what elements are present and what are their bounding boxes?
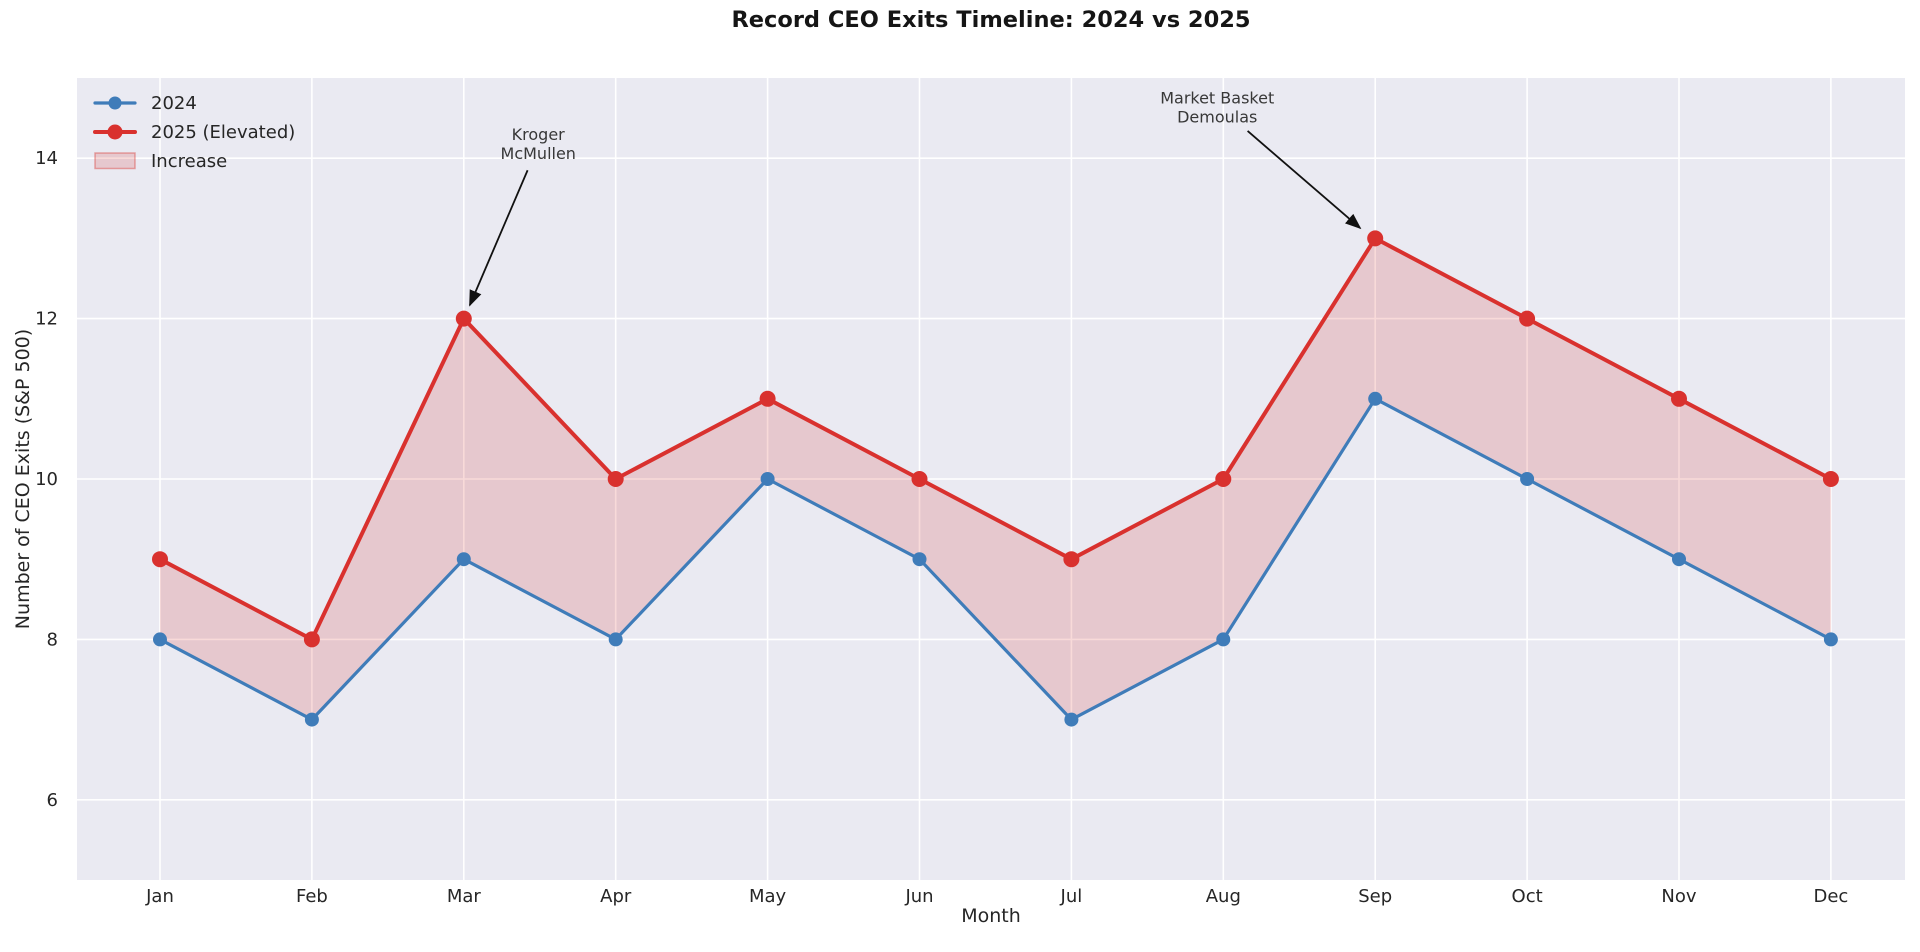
legend-swatch-2024-line-icon — [93, 96, 137, 110]
legend-item-increase: Increase — [92, 150, 295, 172]
x-tick-label: Jan — [145, 886, 174, 907]
annotation-arrow — [469, 169, 529, 307]
series-line-2024 — [158, 397, 1833, 722]
legend: 2024 2025 (Elevated) Increase — [92, 92, 295, 172]
data-point-marker — [456, 552, 471, 567]
x-tick-label: Nov — [1661, 886, 1696, 907]
x-tick-label: Sep — [1358, 886, 1392, 907]
annotation-arrow — [1247, 130, 1362, 230]
data-point-marker — [455, 310, 472, 327]
y-tick-labels: 6 8 10 12 14 — [35, 148, 58, 811]
data-point-marker — [1671, 390, 1687, 407]
annotations: Kroger McMullen Market Basket Demoulas — [469, 89, 1362, 307]
annotation-text-line: Market Basket — [1160, 89, 1274, 108]
data-point-marker — [1519, 310, 1536, 327]
y-tick-label: 8 — [47, 629, 58, 650]
data-point-marker — [1520, 472, 1535, 486]
data-point-marker — [912, 552, 927, 567]
data-point-marker — [153, 632, 167, 647]
data-point-marker — [1672, 552, 1686, 567]
data-point-marker — [1216, 632, 1231, 647]
data-point-marker — [911, 471, 928, 487]
data-point-marker — [608, 632, 623, 647]
y-tick-label: 14 — [35, 148, 58, 169]
y-tick-label: 10 — [35, 469, 58, 490]
data-point-marker — [1368, 391, 1383, 406]
annotation-text-line: Kroger — [512, 125, 566, 144]
data-point-marker — [303, 631, 320, 648]
x-tick-label: Aug — [1206, 886, 1241, 907]
legend-label-2024: 2024 — [151, 92, 197, 114]
series-line-2025-elevated- — [158, 236, 1833, 642]
data-point-marker — [152, 551, 168, 568]
x-axis-label: Month — [961, 905, 1021, 927]
annotation-text-line: McMullen — [501, 144, 576, 163]
y-tick-label: 12 — [35, 309, 58, 330]
x-tick-label: May — [749, 886, 787, 907]
data-point-marker — [1063, 551, 1080, 568]
annotation-text: Market Basket Demoulas — [1160, 89, 1274, 127]
data-point-marker — [1215, 471, 1232, 487]
series-lines — [158, 236, 1833, 722]
annotation-text: Kroger McMullen — [501, 125, 576, 163]
chart-title: Record CEO Exits Timeline: 2024 vs 2025 — [731, 7, 1251, 33]
data-point-marker — [1822, 471, 1839, 487]
data-point-marker — [1064, 712, 1079, 727]
legend-swatch-increase-patch-icon — [94, 152, 136, 170]
data-point-marker — [1367, 230, 1384, 247]
data-point-marker — [304, 712, 319, 727]
annotation-text-line: Demoulas — [1177, 108, 1257, 127]
x-tick-label: Feb — [296, 886, 328, 907]
y-axis-label: Number of CEO Exits (S&P 500) — [12, 328, 34, 630]
series-markers — [152, 230, 1839, 727]
data-point-marker — [607, 471, 624, 487]
y-tick-label: 6 — [47, 790, 58, 811]
data-point-marker — [760, 472, 775, 486]
x-tick-label: Mar — [447, 886, 482, 907]
increase-fill — [160, 238, 1831, 720]
data-point-marker — [759, 390, 776, 407]
legend-item-2024: 2024 — [92, 92, 295, 114]
legend-label-2025: 2025 (Elevated) — [151, 121, 296, 143]
x-tick-labels: Jan Feb Mar Apr May Jun Jul Aug Sep Oct Nov Dec — [145, 886, 1848, 907]
x-tick-label: Jun — [904, 886, 933, 907]
increase-fill-area — [160, 238, 1831, 720]
x-tick-label: Apr — [600, 886, 632, 907]
legend-item-2025: 2025 (Elevated) — [92, 121, 295, 143]
x-tick-label: Jul — [1060, 886, 1083, 907]
legend-swatch-2025-line-icon — [93, 124, 137, 140]
data-point-marker — [1823, 632, 1838, 647]
x-tick-label: Oct — [1512, 886, 1543, 907]
legend-label-increase: Increase — [151, 150, 228, 172]
x-tick-label: Dec — [1813, 886, 1848, 907]
